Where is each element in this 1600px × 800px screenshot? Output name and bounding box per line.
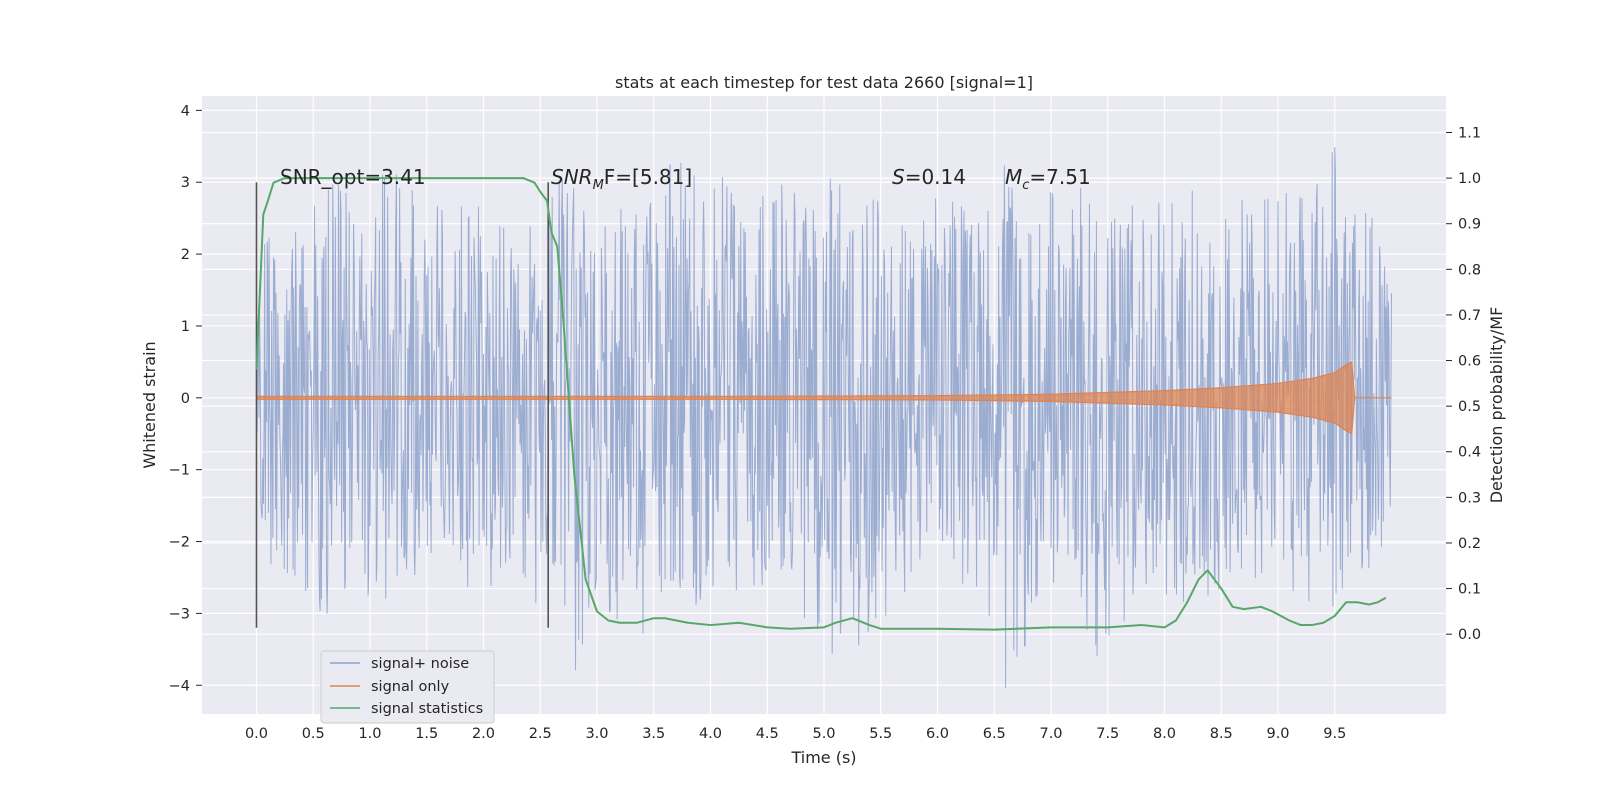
y-tick-label: −3 xyxy=(169,606,190,622)
y-tick-label: −1 xyxy=(169,463,190,479)
y-tick-label: −4 xyxy=(169,678,190,694)
y-axis-label: Whitened strain xyxy=(140,341,159,468)
y2-tick-label: 0.2 xyxy=(1458,536,1481,552)
y-tick-label: 0 xyxy=(181,391,190,407)
y2-tick-label: 0.5 xyxy=(1458,399,1481,415)
signal-noise-series xyxy=(255,147,1393,689)
legend-box xyxy=(320,650,495,724)
noise-layer xyxy=(255,147,1393,689)
y2-tick-label: 0.7 xyxy=(1458,308,1481,324)
annotation-mc: Mc=7.51 xyxy=(1005,165,1091,193)
stat-layer xyxy=(255,177,1387,631)
x-tick-label: 0.5 xyxy=(302,726,325,742)
snr-mf-rest: F=[5.81] xyxy=(604,165,692,189)
ticks-layer: 0.0 0.5 1.0 1.5 2.0 2.5 3.0 3.5 4.0 4.5 5.0 5.5 6.0 6… xyxy=(169,103,1481,742)
y2-tick-label: 0.3 xyxy=(1458,490,1481,506)
x-tick-label: 2.5 xyxy=(529,726,552,742)
x-tick-label: 9.5 xyxy=(1323,726,1346,742)
mc-var: M xyxy=(1005,165,1022,189)
y2-tick-label: 0.9 xyxy=(1458,217,1481,233)
chart-title: stats at each timestep for test data 266… xyxy=(615,73,1033,92)
y2-tick-label: 0.0 xyxy=(1458,627,1481,643)
signal-layer xyxy=(255,360,1392,435)
s-value: =0.14 xyxy=(905,165,966,189)
y2-tick-label: 0.6 xyxy=(1458,354,1481,370)
legend-label-statistics: signal statistics xyxy=(371,701,483,717)
x-tick-label: 9.0 xyxy=(1266,726,1289,742)
y2-tick-label: 0.1 xyxy=(1458,582,1481,598)
vline-layer xyxy=(255,182,549,628)
y-tick-label: −2 xyxy=(169,535,190,551)
x-tick-label: 5.0 xyxy=(812,726,835,742)
s-var: S xyxy=(892,165,905,189)
mc-sub: c xyxy=(1022,178,1029,193)
y2-tick-label: 1.0 xyxy=(1458,171,1481,187)
legend-label-noise: signal+ noise xyxy=(371,656,469,672)
y-tick-label: 1 xyxy=(181,319,190,335)
x-tick-label: 3.5 xyxy=(642,726,665,742)
y-tick-label: 3 xyxy=(181,175,190,191)
x-tick-label: 1.0 xyxy=(358,726,381,742)
legend: signal+ noise signal only signal statist… xyxy=(320,650,495,724)
y2-tick-label: 1.1 xyxy=(1458,125,1481,141)
annotation-snr-mf: SNRMF=[5.81] xyxy=(551,165,692,193)
x-tick-label: 6.5 xyxy=(983,726,1006,742)
x-tick-label: 7.0 xyxy=(1039,726,1062,742)
x-tick-label: 5.5 xyxy=(869,726,892,742)
annotation-snr-opt: SNR_opt=3.41 xyxy=(280,165,426,189)
x-tick-label: 2.0 xyxy=(472,726,495,742)
snr-mf-sub: M xyxy=(593,178,604,193)
x-tick-label: 0.0 xyxy=(245,726,268,742)
x-tick-label: 7.5 xyxy=(1096,726,1119,742)
x-tick-label: 1.5 xyxy=(415,726,438,742)
y2-tick-label: 0.8 xyxy=(1458,262,1481,278)
mc-value: =7.51 xyxy=(1029,165,1090,189)
y-tick-label: 2 xyxy=(181,247,190,263)
signal-statistics-series xyxy=(255,177,1387,631)
x-tick-label: 6.0 xyxy=(926,726,949,742)
legend-label-signal: signal only xyxy=(371,679,450,695)
x-tick-label: 8.0 xyxy=(1153,726,1176,742)
y-tick-label: 4 xyxy=(181,103,190,119)
x-axis-label: Time (s) xyxy=(790,748,856,767)
y2-tick-label: 0.4 xyxy=(1458,445,1481,461)
x-tick-label: 8.5 xyxy=(1210,726,1233,742)
x-tick-label: 4.5 xyxy=(756,726,779,742)
annotation-s: S=0.14 xyxy=(892,165,966,189)
signal-only-series xyxy=(255,360,1392,435)
x-tick-label: 4.0 xyxy=(699,726,722,742)
snr-mf-base: SNR xyxy=(551,165,593,189)
x-tick-label: 3.0 xyxy=(585,726,608,742)
y2-axis-label: Detection probability/MF xyxy=(1487,307,1506,504)
